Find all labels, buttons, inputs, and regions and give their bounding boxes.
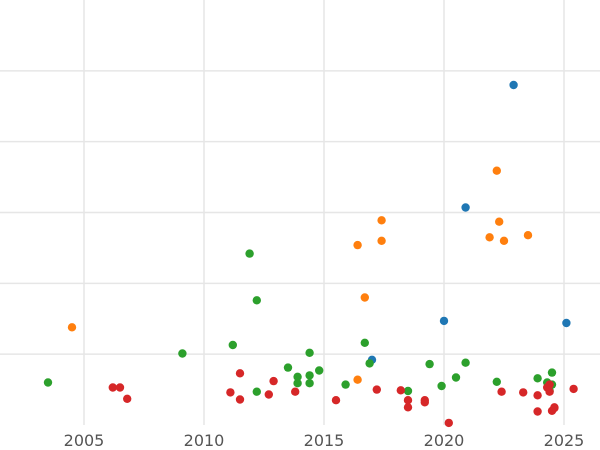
data-point: [461, 203, 470, 212]
data-point: [123, 394, 132, 403]
series-3: [108, 369, 578, 428]
data-point: [377, 216, 386, 225]
data-point: [293, 379, 302, 388]
data-point: [269, 376, 278, 386]
data-point: [562, 318, 571, 328]
data-point: [533, 374, 542, 383]
data-point: [115, 383, 125, 392]
data-point: [403, 403, 413, 412]
data-point: [420, 398, 429, 407]
data-point: [178, 349, 187, 358]
data-point: [252, 296, 261, 305]
data-point: [341, 380, 350, 389]
data-points: [43, 80, 578, 428]
data-point: [533, 407, 542, 416]
grid: [0, 0, 600, 425]
data-point: [533, 391, 542, 400]
x-axis-ticks: 2005 2010 2015 2020 2025: [64, 431, 585, 450]
x-tick-label: 2005: [64, 431, 105, 450]
data-point: [67, 323, 77, 332]
data-point: [523, 231, 533, 240]
data-point: [519, 388, 528, 397]
data-point: [360, 293, 369, 302]
data-point: [485, 233, 494, 242]
x-tick-label: 2010: [184, 431, 225, 450]
data-point: [377, 236, 386, 245]
data-point: [499, 236, 509, 245]
data-point: [569, 384, 578, 394]
data-point: [365, 359, 374, 368]
data-point: [545, 380, 554, 389]
data-point: [451, 373, 461, 382]
data-point: [235, 395, 245, 404]
data-point: [509, 80, 518, 90]
data-point: [264, 390, 273, 399]
data-point: [439, 316, 449, 326]
data-point: [495, 217, 504, 226]
data-point: [372, 385, 381, 394]
data-point: [492, 377, 501, 386]
data-point: [425, 359, 434, 369]
data-point: [226, 388, 235, 397]
data-point: [228, 340, 237, 350]
series-0: [367, 80, 571, 364]
data-point: [305, 379, 314, 388]
data-point: [403, 396, 413, 405]
data-point: [403, 386, 413, 396]
data-point: [437, 381, 446, 391]
data-point: [545, 387, 554, 396]
data-point: [331, 396, 341, 405]
data-point: [547, 368, 557, 377]
data-point: [305, 348, 314, 357]
series-1: [67, 166, 533, 384]
x-tick-label: 2015: [304, 431, 345, 450]
data-point: [305, 371, 314, 380]
x-tick-label: 2025: [544, 431, 585, 450]
data-point: [108, 383, 118, 392]
data-point: [293, 372, 302, 381]
data-point: [550, 403, 559, 412]
data-point: [43, 378, 53, 387]
data-point: [291, 387, 300, 396]
data-point: [283, 363, 293, 372]
data-point: [461, 358, 470, 367]
data-point: [444, 418, 453, 428]
data-point: [315, 366, 324, 375]
data-point: [245, 249, 254, 258]
data-point: [497, 387, 506, 396]
data-point: [492, 166, 501, 175]
data-point: [353, 240, 362, 250]
series-2: [43, 249, 557, 396]
data-point: [235, 369, 245, 378]
data-point: [353, 375, 362, 384]
data-point: [360, 338, 369, 347]
x-tick-label: 2020: [424, 431, 465, 450]
data-point: [252, 387, 261, 396]
data-point: [396, 386, 405, 395]
